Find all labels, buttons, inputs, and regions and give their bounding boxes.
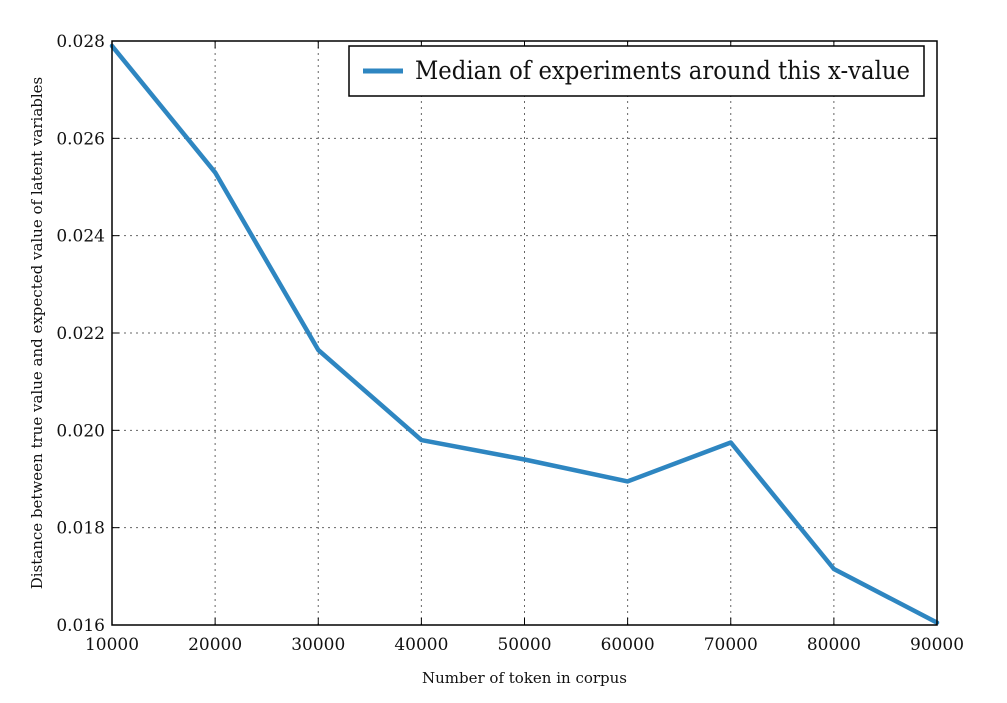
- x-tick-label: 60000: [601, 635, 655, 655]
- y-tick-label: 0.016: [56, 616, 105, 636]
- legend-box: [348, 45, 925, 97]
- x-tick-label: 90000: [910, 635, 964, 655]
- x-tick-label: 20000: [188, 635, 242, 655]
- x-tick-label: 80000: [807, 635, 861, 655]
- legend-label: Median of experiments around this x-valu…: [415, 56, 910, 85]
- legend: Median of experiments around this x-valu…: [348, 45, 925, 97]
- y-tick-label: 0.018: [56, 519, 105, 539]
- y-tick-label: 0.020: [56, 421, 105, 441]
- y-axis-ticks: 0.016 0.018 0.020 0.022 0.024 0.026 0.028: [56, 32, 937, 636]
- x-tick-label: 50000: [497, 635, 551, 655]
- x-tick-label: 70000: [704, 635, 758, 655]
- y-tick-label: 0.026: [56, 129, 105, 149]
- y-tick-label: 0.028: [56, 32, 105, 52]
- x-tick-label: 30000: [291, 635, 345, 655]
- x-axis-label: Number of token in corpus: [422, 669, 627, 687]
- y-tick-label: 0.022: [56, 324, 105, 344]
- x-tick-label: 40000: [394, 635, 448, 655]
- y-axis-label: Distance between true value and expected…: [28, 77, 46, 590]
- x-axis-ticks: 10000 20000 30000 40000 50000 60000 70000 80000…: [85, 41, 964, 655]
- y-tick-label: 0.024: [56, 227, 105, 247]
- x-tick-label: 10000: [85, 635, 139, 655]
